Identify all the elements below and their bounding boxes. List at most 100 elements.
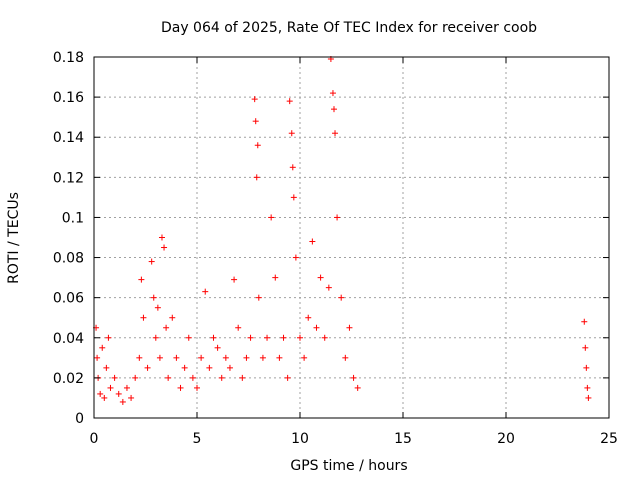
data-point [259,354,266,361]
data-point [289,164,296,171]
data-point [297,334,303,341]
x-tick-labels: 0 5 10 15 20 25 [90,431,618,447]
data-point [154,304,161,311]
x-tick-label: 20 [497,431,515,447]
data-point [290,194,297,201]
data-point [301,354,308,361]
y-axis-label: ROTI / TECUs [6,192,22,284]
data-point [222,354,229,361]
data-point [105,334,112,341]
data-point [321,334,328,341]
data-point [123,384,130,391]
data-point [309,238,316,245]
data-point [138,276,145,283]
data-point [169,314,176,321]
y-tick-label: 0 [75,411,84,427]
plot-frame [93,56,610,419]
data-point [103,364,110,371]
data-point [286,98,293,105]
data-point [280,334,287,341]
data-point [582,344,589,351]
data-point [156,354,163,361]
data-point [254,142,261,149]
data-point [253,174,260,181]
x-tick-label: 25 [600,431,618,447]
data-point [210,334,217,341]
y-tick-labels: 0 0.02 0.04 0.06 0.08 0.1 0.12 0.14 0.16 0.18 [53,50,84,427]
data-point [165,374,172,381]
data-point [226,364,233,371]
y-tick-label: 0.16 [53,90,84,106]
x-tick-label: 10 [291,431,309,447]
data-point [189,374,196,381]
data-point [194,384,200,391]
data-point [198,354,205,361]
data-point [583,364,590,371]
data-point [158,234,165,241]
data-point [163,324,170,331]
y-tick-label: 0.02 [53,371,84,387]
x-tick-label: 15 [394,431,412,447]
y-tick-label: 0.04 [53,331,84,347]
y-tick-label: 0.1 [62,210,84,226]
data-point [206,364,213,371]
data-point [107,384,114,391]
data-point [202,288,209,295]
data-point [239,374,246,381]
data-point [251,96,258,103]
y-tick-label: 0.12 [53,170,84,186]
data-point [264,334,271,341]
data-point [181,364,188,371]
chart-title: Day 064 of 2025, Rate Of TEC Index for r… [161,20,537,36]
data-point [350,374,357,381]
data-point [581,318,588,325]
data-point [177,384,184,391]
data-point [354,384,361,391]
data-point [255,294,262,301]
x-tick-label: 0 [90,431,99,447]
data-point [97,390,104,397]
data-point [185,334,192,341]
data-point [111,374,118,381]
data-point [332,130,339,137]
data-point [119,398,126,405]
x-axis-label: GPS time / hours [290,458,407,474]
data-point [252,118,259,125]
data-point [317,274,324,281]
x-tick-label: 5 [193,431,202,447]
y-tick-label: 0.18 [53,50,84,66]
data-point [330,106,337,113]
data-point [313,324,320,331]
data-point [144,364,151,371]
data-point [338,294,345,301]
data-point [148,258,155,265]
data-point [329,90,336,97]
data-point [214,344,221,351]
data-point [136,354,143,361]
data-point [243,354,250,361]
data-point [128,394,135,401]
data-point [218,374,225,381]
points-layer [93,56,592,405]
data-point [334,214,341,221]
data-point [247,334,254,341]
data-point [346,324,353,331]
grid-layer [94,57,609,418]
data-point [152,334,159,341]
data-point [161,244,168,251]
data-point [173,354,180,361]
y-tick-label: 0.06 [53,291,84,307]
data-point [101,394,108,401]
data-point [292,254,299,261]
data-point [235,324,242,331]
data-point [115,390,122,397]
data-point [231,276,238,283]
data-point [305,314,312,321]
data-point [585,394,592,401]
data-point [94,354,101,361]
data-point [284,374,291,381]
y-tick-label: 0.08 [53,251,84,267]
data-point [325,284,332,291]
